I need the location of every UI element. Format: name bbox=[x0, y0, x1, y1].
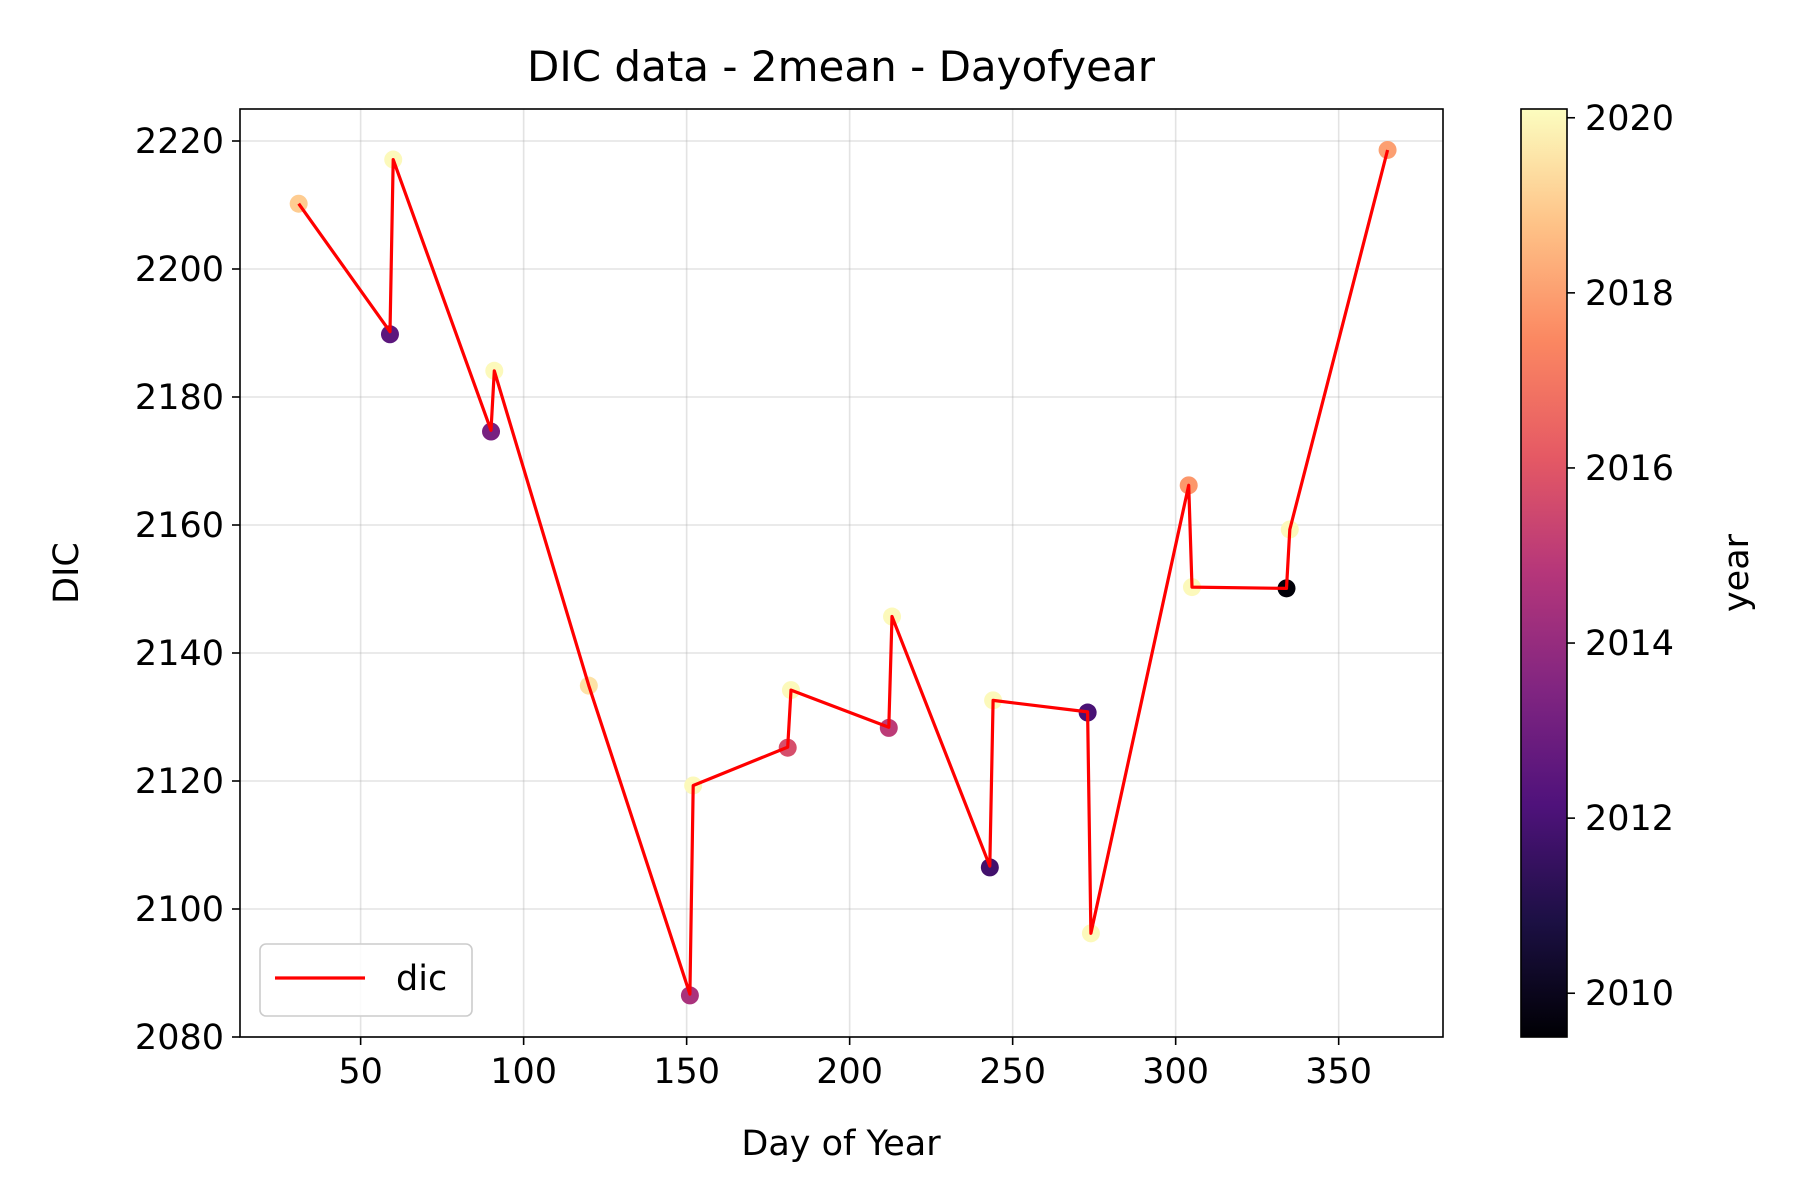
y-tick-label: 2180 bbox=[135, 378, 224, 418]
x-tick-label: 350 bbox=[1305, 1052, 1372, 1092]
legend: dic bbox=[259, 943, 473, 1017]
x-axis-label: Day of Year bbox=[741, 1124, 941, 1164]
y-tick-label: 2140 bbox=[135, 634, 224, 674]
scatter-point bbox=[1378, 140, 1397, 159]
colorbar-tick-label: 2020 bbox=[1585, 99, 1674, 139]
y-tick-label: 2100 bbox=[135, 890, 224, 930]
dic-series-line bbox=[297, 149, 1390, 996]
y-tick-label: 2120 bbox=[135, 762, 224, 802]
colorbar-tick-label: 2016 bbox=[1585, 449, 1674, 489]
x-tick-label: 100 bbox=[490, 1052, 557, 1092]
grid-lines bbox=[240, 109, 1443, 1038]
colorbar-tick-label: 2012 bbox=[1585, 799, 1674, 839]
y-tick-label: 2220 bbox=[135, 122, 224, 162]
colorbar-ticks: 2010 2012 2014 2016 2018 2020 bbox=[1567, 99, 1674, 1014]
x-tick-label: 300 bbox=[1142, 1052, 1209, 1092]
y-axis-ticks: 2080 2100 2120 2140 2160 2180 2200 2220 bbox=[135, 122, 240, 1058]
y-tick-label: 2200 bbox=[135, 250, 224, 290]
x-tick-label: 50 bbox=[338, 1052, 383, 1092]
x-tick-label: 150 bbox=[653, 1052, 720, 1092]
y-tick-label: 2160 bbox=[135, 506, 224, 546]
axes-frame bbox=[239, 108, 1444, 1038]
legend-label-dic: dic bbox=[396, 959, 447, 999]
scatter-point bbox=[380, 325, 399, 344]
legend-box bbox=[259, 943, 473, 1017]
x-tick-label: 200 bbox=[816, 1052, 883, 1092]
colorbar: 2010 2012 2014 2016 2018 2020 year bbox=[1520, 99, 1757, 1038]
colorbar-tick-label: 2018 bbox=[1585, 274, 1674, 314]
y-axis-label: DIC bbox=[47, 542, 87, 604]
x-tick-label: 250 bbox=[979, 1052, 1046, 1092]
colorbar-tick-label: 2010 bbox=[1585, 974, 1674, 1014]
x-axis-ticks: 50 100 150 200 250 300 350 bbox=[338, 1037, 1372, 1092]
colorbar-label: year bbox=[1717, 533, 1757, 612]
scatter-points bbox=[289, 140, 1397, 1005]
colorbar-gradient bbox=[1520, 108, 1568, 1038]
chart-title: DIC data - 2mean - Dayofyear bbox=[527, 42, 1156, 91]
y-tick-label: 2080 bbox=[135, 1018, 224, 1058]
colorbar-tick-label: 2014 bbox=[1585, 624, 1674, 664]
